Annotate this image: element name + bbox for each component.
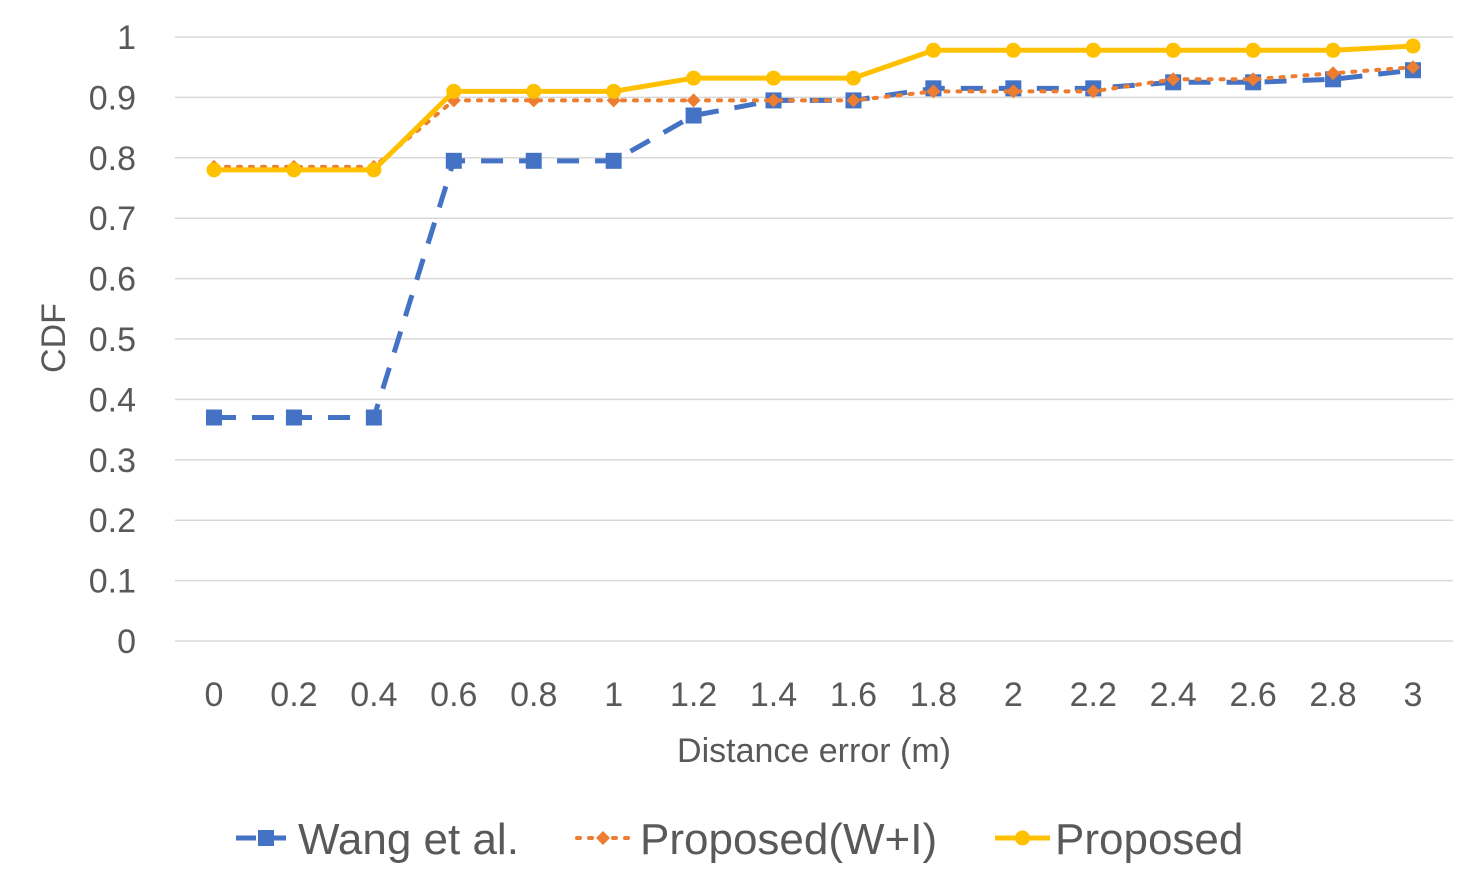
y-tick-label: 0.7 [89, 200, 136, 238]
legend-marker [258, 830, 274, 846]
x-tick-label: 1.4 [750, 676, 797, 714]
data-point [1325, 42, 1341, 58]
data-point [766, 93, 781, 108]
data-point [606, 83, 622, 99]
data-point [1326, 66, 1341, 81]
data-point [526, 83, 542, 99]
x-tick-label: 3 [1404, 676, 1423, 714]
data-point [1085, 42, 1101, 58]
series-0 [206, 62, 1421, 426]
x-axis-title: Distance error (m) [677, 732, 951, 770]
series-line [214, 43, 1414, 173]
data-point [1086, 84, 1101, 99]
data-point [446, 83, 462, 99]
data-point [925, 42, 941, 58]
data-point [926, 84, 941, 99]
legend-marker [1015, 830, 1030, 846]
legend-label: Proposed [1055, 815, 1243, 864]
legend: Wang et al. Proposed(W+I) Proposed [236, 815, 1243, 864]
x-tick-label: 2 [1004, 676, 1023, 714]
y-axis-tick-labels: 0 0.1 0.2 0.3 0.4 0.5 0.6 0.7 0.8 0.9 1 [89, 19, 136, 661]
data-point [1246, 72, 1261, 87]
legend-marker [596, 831, 610, 845]
x-tick-label: 0 [205, 676, 224, 714]
x-tick-label: 1.6 [830, 676, 877, 714]
x-tick-label: 0.4 [350, 676, 397, 714]
y-tick-label: 0 [117, 623, 136, 661]
series-line [212, 65, 1415, 169]
legend-item-0: Wang et al. [236, 815, 519, 864]
data-point [686, 93, 701, 108]
data-point [1405, 38, 1421, 54]
data-point [766, 70, 782, 86]
x-axis-tick-labels: 0 0.2 0.4 0.6 0.8 1 1.2 1.4 1.6 1.8 2 2.2 2.4 2.6 2.8 3 [205, 676, 1423, 714]
data-point [285, 409, 302, 426]
y-tick-label: 0.8 [89, 140, 136, 178]
x-tick-label: 2.2 [1070, 676, 1117, 714]
y-tick-label: 0.6 [89, 261, 136, 299]
x-tick-label: 0.8 [510, 676, 557, 714]
data-point [1406, 60, 1420, 75]
x-tick-label: 2.8 [1309, 676, 1356, 714]
series-line [214, 67, 1414, 421]
x-tick-label: 0.6 [430, 676, 477, 714]
data-point [1005, 42, 1021, 58]
y-axis-title: CDF [35, 303, 73, 373]
data-point [845, 70, 861, 86]
data-point [846, 93, 861, 108]
x-tick-label: 2.4 [1150, 676, 1197, 714]
data-point [206, 409, 222, 426]
data-point [1006, 84, 1021, 99]
y-tick-label: 0.1 [89, 563, 136, 601]
y-tick-label: 1 [117, 19, 136, 57]
data-point [1165, 42, 1181, 58]
gridlines [175, 36, 1453, 642]
data-point [1166, 72, 1181, 87]
x-tick-label: 1.2 [670, 676, 717, 714]
x-tick-label: 1 [604, 676, 623, 714]
x-tick-label: 0.2 [270, 676, 317, 714]
legend-item-1: Proposed(W+I) [575, 815, 937, 864]
data-point [525, 152, 542, 169]
y-tick-label: 0.9 [89, 79, 136, 117]
legend-label: Wang et al. [298, 815, 519, 864]
y-tick-label: 0.4 [89, 381, 136, 419]
y-tick-label: 0.2 [89, 502, 136, 540]
data-point [686, 70, 702, 86]
data-point [445, 152, 462, 169]
data-point [685, 107, 702, 124]
data-point [365, 409, 382, 426]
data-point [286, 162, 302, 178]
data-point [206, 162, 222, 178]
x-tick-label: 1.8 [910, 676, 957, 714]
data-point [1245, 42, 1261, 58]
series-2 [206, 38, 1421, 178]
series-layer [206, 38, 1421, 426]
legend-label: Proposed(W+I) [640, 815, 937, 864]
data-point [605, 152, 622, 169]
data-point [366, 162, 382, 178]
y-tick-label: 0.5 [89, 321, 136, 359]
x-tick-label: 2.6 [1230, 676, 1277, 714]
y-tick-label: 0.3 [89, 442, 136, 480]
legend-item-2: Proposed [995, 815, 1243, 864]
